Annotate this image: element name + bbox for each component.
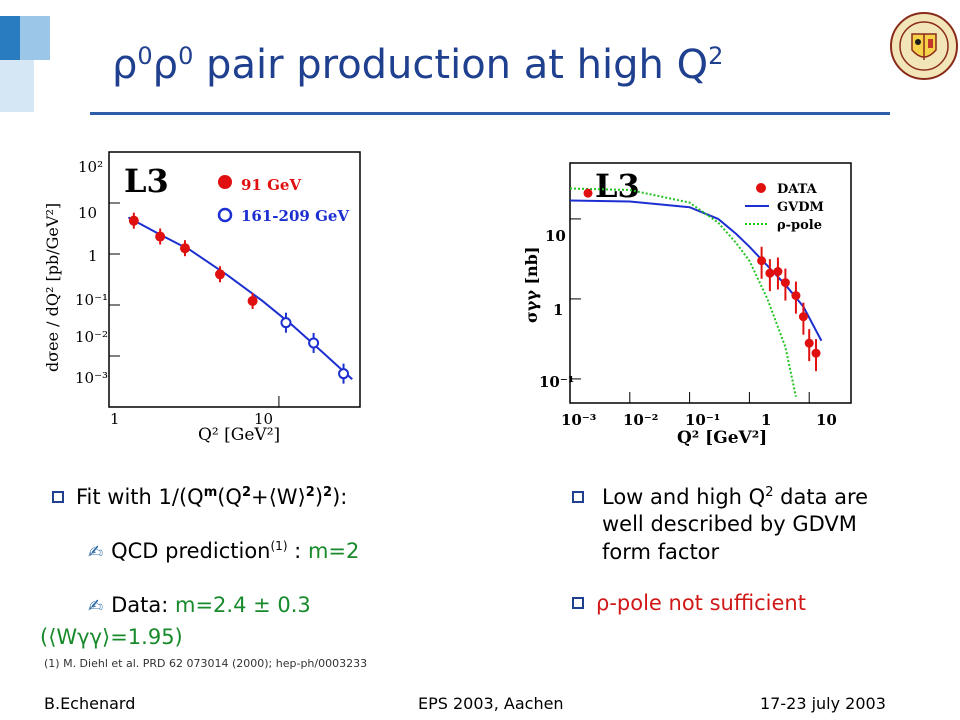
checkbox-bullet-icon (572, 597, 584, 609)
x-axis-label: Q² [GeV²] (198, 425, 280, 445)
decoration-square-light (20, 16, 50, 60)
y-axis-label: σγγ [nb] (522, 247, 541, 323)
legend-label: 161-209 GeV (241, 207, 349, 225)
y-tick-label: 10⁻² (75, 328, 108, 346)
plot-frame (569, 162, 852, 404)
checkbox-bullet-icon (52, 491, 64, 503)
bullet-rho-pole: ρ-pole not sufficient (572, 590, 806, 617)
y-tick-labels: 10 1 10⁻¹ (539, 227, 574, 391)
data-point (780, 278, 790, 288)
y-tick-label: 10⁻³ (75, 369, 108, 387)
footer-conference: EPS 2003, Aachen (418, 694, 564, 713)
x-tick-label: 10⁻³ (561, 411, 596, 429)
x-tick-label: 10 (816, 411, 837, 429)
x-tick-label: 10⁻² (623, 411, 658, 429)
rho-pole-curve (569, 187, 797, 397)
decoration-bar (0, 60, 34, 112)
axis-ticks (569, 218, 810, 403)
data-point (765, 268, 775, 278)
y-axis-label: dσee / dQ² [pb/GeV²] (43, 203, 62, 372)
pen-icon: ✍ (88, 542, 104, 563)
bullet-fit: Fit with 1/(Qm(Q2+⟨W⟩2)2): (52, 484, 347, 511)
x-tick-label: 1 (110, 410, 120, 428)
x-tick-labels: 1 10 (110, 410, 273, 428)
y-tick-label: 10 (545, 227, 566, 245)
data-point (798, 312, 808, 322)
data-point (583, 188, 593, 198)
decoration-square (0, 16, 20, 60)
data-point (791, 291, 801, 301)
checkbox-bullet-icon (572, 491, 584, 503)
footer-author: B.Echenard (44, 694, 136, 713)
data-point-161-209gev (280, 317, 292, 329)
data-point-91gev (247, 295, 258, 306)
legend-label: 91 GeV (241, 176, 301, 194)
bullet-data-note: (⟨Wγγ⟩=1.95) (40, 625, 183, 649)
data-marks (127, 212, 353, 384)
data-point-91gev (128, 215, 139, 226)
y-tick-label: 1 (553, 301, 563, 319)
right-chart: 10 1 10⁻¹ 10⁻³ 10⁻² 10⁻¹ 1 10 Q² [GeV²] … (522, 162, 852, 448)
y-tick-label: 10 (78, 204, 97, 222)
x-axis-label: Q² [GeV²] (677, 428, 767, 448)
data-point-161-209gev (308, 337, 320, 349)
data-point-91gev (179, 243, 190, 254)
x-tick-label: 10 (254, 410, 273, 428)
y-tick-label: 10² (78, 158, 103, 176)
x-tick-label: 1 (761, 411, 771, 429)
data-point (773, 267, 783, 277)
y-tick-labels: 10² 10 1 10⁻¹ 10⁻² 10⁻³ (75, 158, 108, 387)
legend-label: ρ-pole (777, 218, 822, 233)
data-point-91gev (214, 269, 225, 280)
bullet-data: ✍ Data: m=2.4 ± 0.3 (88, 593, 311, 617)
axis-ticks (108, 151, 280, 408)
data-point (804, 338, 814, 348)
bullet-low-high-q2: Low and high Q2 data are well described … (572, 484, 912, 566)
chart-badge: L3 (124, 162, 169, 200)
chart-badge: L3 (595, 167, 640, 205)
y-tick-label: 10⁻¹ (75, 291, 108, 309)
legend-label: GVDM (777, 200, 824, 215)
y-tick-label: 10⁻¹ (539, 373, 574, 391)
data-point-91gev (155, 231, 166, 242)
title-rule (90, 112, 890, 115)
fit-line (127, 216, 353, 380)
plot-frame (108, 151, 361, 408)
slide-title: ρ0ρ0 pair production at high Q2 (112, 42, 724, 88)
y-tick-label: 1 (88, 247, 98, 265)
x-tick-labels: 10⁻³ 10⁻² 10⁻¹ 1 10 (561, 411, 837, 429)
footer-date: 17-23 july 2003 (760, 694, 886, 713)
university-seal-icon (890, 12, 958, 80)
data-point (757, 256, 767, 266)
data-marks (569, 187, 823, 397)
x-tick-label: 10⁻¹ (685, 411, 720, 429)
reference-note: (1) M. Diehl et al. PRD 62 073014 (2000)… (44, 657, 368, 670)
pen-icon: ✍ (88, 596, 104, 617)
bullet-qcd-prediction: ✍ QCD prediction(1) : m=2 (88, 539, 360, 563)
data-point (811, 348, 821, 358)
legend-marker-filled (218, 175, 232, 189)
data-point-161-209gev (338, 368, 350, 380)
left-chart: 10² 10 1 10⁻¹ 10⁻² 10⁻³ 1 10 Q² [GeV²] d… (43, 151, 361, 445)
legend-marker-open (217, 207, 233, 223)
legend-marker-data (756, 183, 766, 193)
legend-label: DATA (777, 182, 818, 197)
